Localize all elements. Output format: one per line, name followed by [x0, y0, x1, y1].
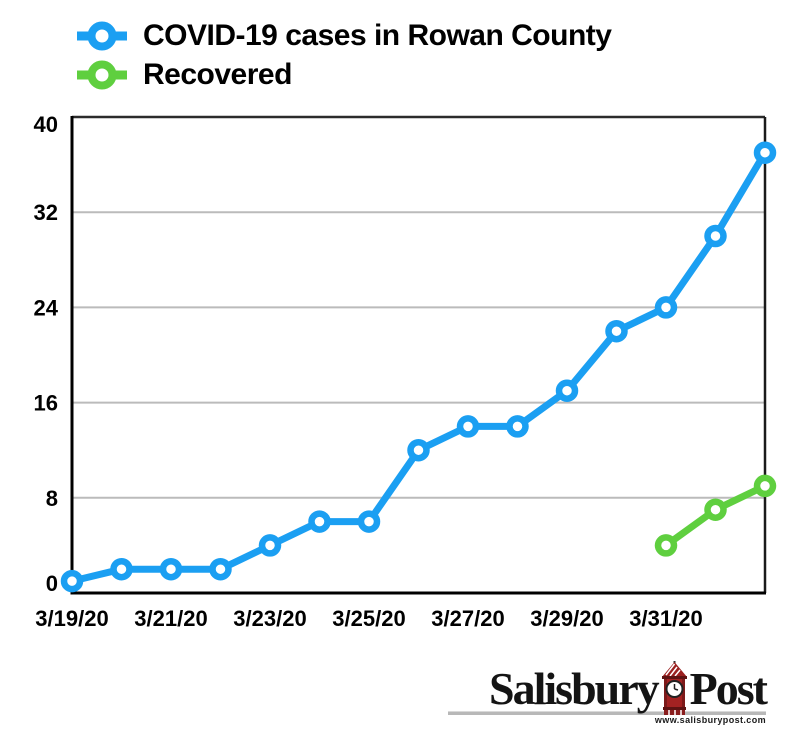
data-point [704, 224, 727, 248]
x-tick-label: 3/31/20 [629, 606, 702, 631]
salisbury-post-logo: Salisbury Post [489, 660, 768, 715]
y-tick-label: 16 [34, 391, 58, 416]
y-tick-label: 24 [34, 295, 59, 320]
y-tick-label: 0 [46, 571, 58, 596]
recovered-line-marker-icon [76, 60, 128, 90]
data-point [506, 415, 529, 438]
legend-item-recovered: Recovered [76, 55, 611, 94]
legend-item-cases: COVID-19 cases in Rowan County [76, 16, 612, 55]
y-tick-label: 40 [34, 112, 58, 137]
legend-label-recovered: Recovered [143, 57, 292, 91]
x-tick-label: 3/19/20 [35, 606, 108, 631]
data-point [456, 415, 480, 438]
data-point [555, 379, 579, 402]
logo-text-post: Post [689, 663, 768, 714]
logo-text-salisbury: Salisbury [489, 663, 660, 714]
data-point [654, 534, 678, 557]
data-point [654, 296, 678, 319]
series-line [68, 149, 769, 585]
data-point [60, 569, 84, 593]
footer-divider [448, 711, 766, 715]
x-tick-label: 3/23/20 [233, 606, 306, 631]
data-point [258, 534, 282, 557]
logo-website-url: www.salisburypost.com [654, 715, 766, 725]
clock-tower-icon [660, 661, 689, 715]
data-point [110, 557, 133, 581]
data-point [407, 438, 430, 462]
data-point [753, 141, 777, 164]
data-point [605, 319, 628, 343]
x-tick-label: 3/29/20 [530, 606, 603, 631]
data-point [159, 557, 183, 581]
y-tick-label: 32 [34, 200, 58, 225]
data-point [357, 510, 381, 533]
chart-plot-area: 0 8 16 24 32 40 3/19/20 3/21/20 3/23/20 3/25/20 3/… [34, 112, 777, 631]
chart-legend: COVID-19 cases in Rowan County Recovered [76, 16, 612, 94]
legend-label-cases: COVID-19 cases in Rowan County [143, 18, 612, 52]
x-tick-label: 3/21/20 [134, 606, 207, 631]
x-tick-label: 3/25/20 [332, 606, 405, 631]
x-tick-label: 3/27/20 [431, 606, 504, 631]
y-tick-label: 8 [46, 486, 58, 511]
cases-line-marker-icon [76, 21, 128, 51]
data-point [209, 557, 232, 581]
data-point [704, 498, 727, 521]
data-point [753, 474, 777, 498]
data-point [308, 510, 331, 533]
